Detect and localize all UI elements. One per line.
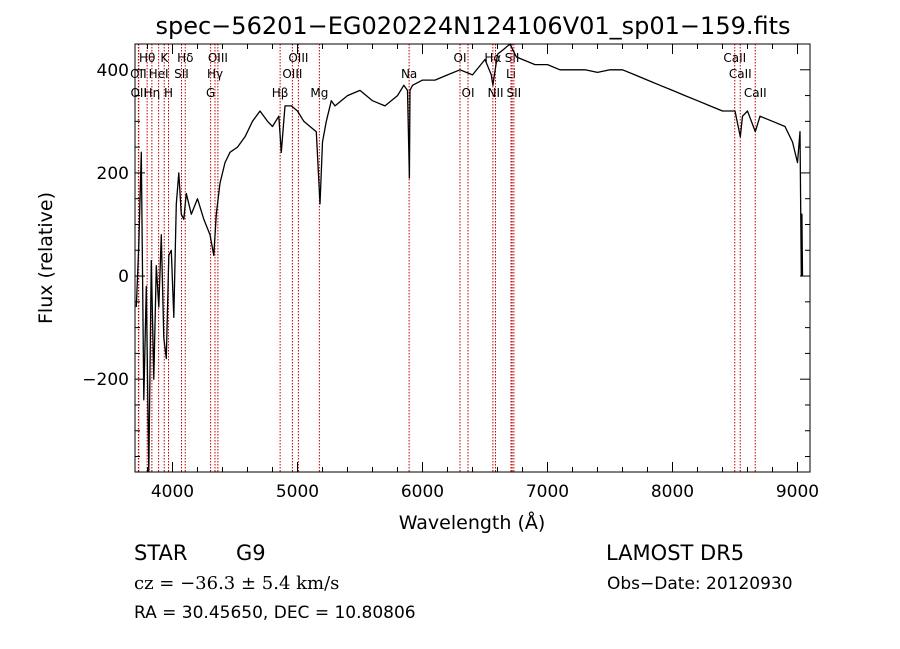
x-axis-label: Wavelength (Å): [399, 511, 546, 534]
coordinates: RA = 30.45650, DEC = 10.80806: [134, 603, 416, 623]
line-label: OIII: [288, 51, 308, 65]
x-tick-label: 5000: [276, 482, 319, 502]
line-label: SII: [507, 86, 522, 100]
line-label: CaII: [723, 51, 746, 65]
y-tick-label: −200: [82, 370, 129, 390]
spectrum-series: [135, 43, 804, 473]
x-tick-label: 7000: [526, 482, 569, 502]
y-tick-label: 0: [118, 267, 129, 287]
line-label: Hγ: [207, 67, 223, 81]
axes: 4000 5000 6000 7000 8000 9000 −200 0 200 400: [82, 43, 819, 502]
x-tick-label: 4000: [151, 482, 194, 502]
line-label: CaII: [744, 86, 767, 100]
y-tick-label: 400: [97, 61, 129, 81]
x-tick-label: 6000: [401, 482, 444, 502]
line-label: Hδ: [177, 51, 193, 65]
observation-date: Obs−Date: 20120930: [607, 574, 793, 594]
object-class: STAR: [134, 541, 188, 565]
spectrum-line: [135, 43, 804, 473]
line-label: HeI: [149, 67, 169, 81]
line-label: OI: [462, 86, 475, 100]
line-label: Mg: [310, 86, 328, 100]
line-label: OI: [454, 51, 467, 65]
chart-title: spec−56201−EG020224N124106V01_sp01−159.f…: [155, 12, 790, 40]
line-label: Hη: [144, 86, 161, 100]
object-subclass: G9: [236, 541, 266, 565]
y-axis-label: Flux (relative): [35, 192, 57, 324]
line-label: NII: [487, 86, 503, 100]
line-label: Li: [506, 67, 516, 81]
line-label: Hθ: [139, 51, 155, 65]
line-label: OIII: [208, 51, 228, 65]
line-label: OIII: [282, 67, 302, 81]
line-label: Hβ: [272, 86, 289, 100]
line-label: SII: [174, 67, 189, 81]
y-tick-label: 200: [97, 164, 129, 184]
line-label: K: [160, 51, 169, 65]
plot-frame: [134, 43, 811, 473]
line-label: CaII: [729, 67, 752, 81]
line-label: G: [206, 86, 215, 100]
x-tick-label: 9000: [776, 482, 819, 502]
redshift-velocity: cz = −36.3 ± 5.4 km/s: [134, 573, 340, 594]
line-markers: HθKHδOIIIOIIIOIHαSIICaIIOIIHeISIIHγOIIIN…: [130, 44, 767, 472]
x-tick-label: 8000: [651, 482, 694, 502]
line-label: Na: [401, 67, 417, 81]
survey-name: LAMOST DR5: [606, 541, 745, 565]
line-label: H: [164, 86, 173, 100]
